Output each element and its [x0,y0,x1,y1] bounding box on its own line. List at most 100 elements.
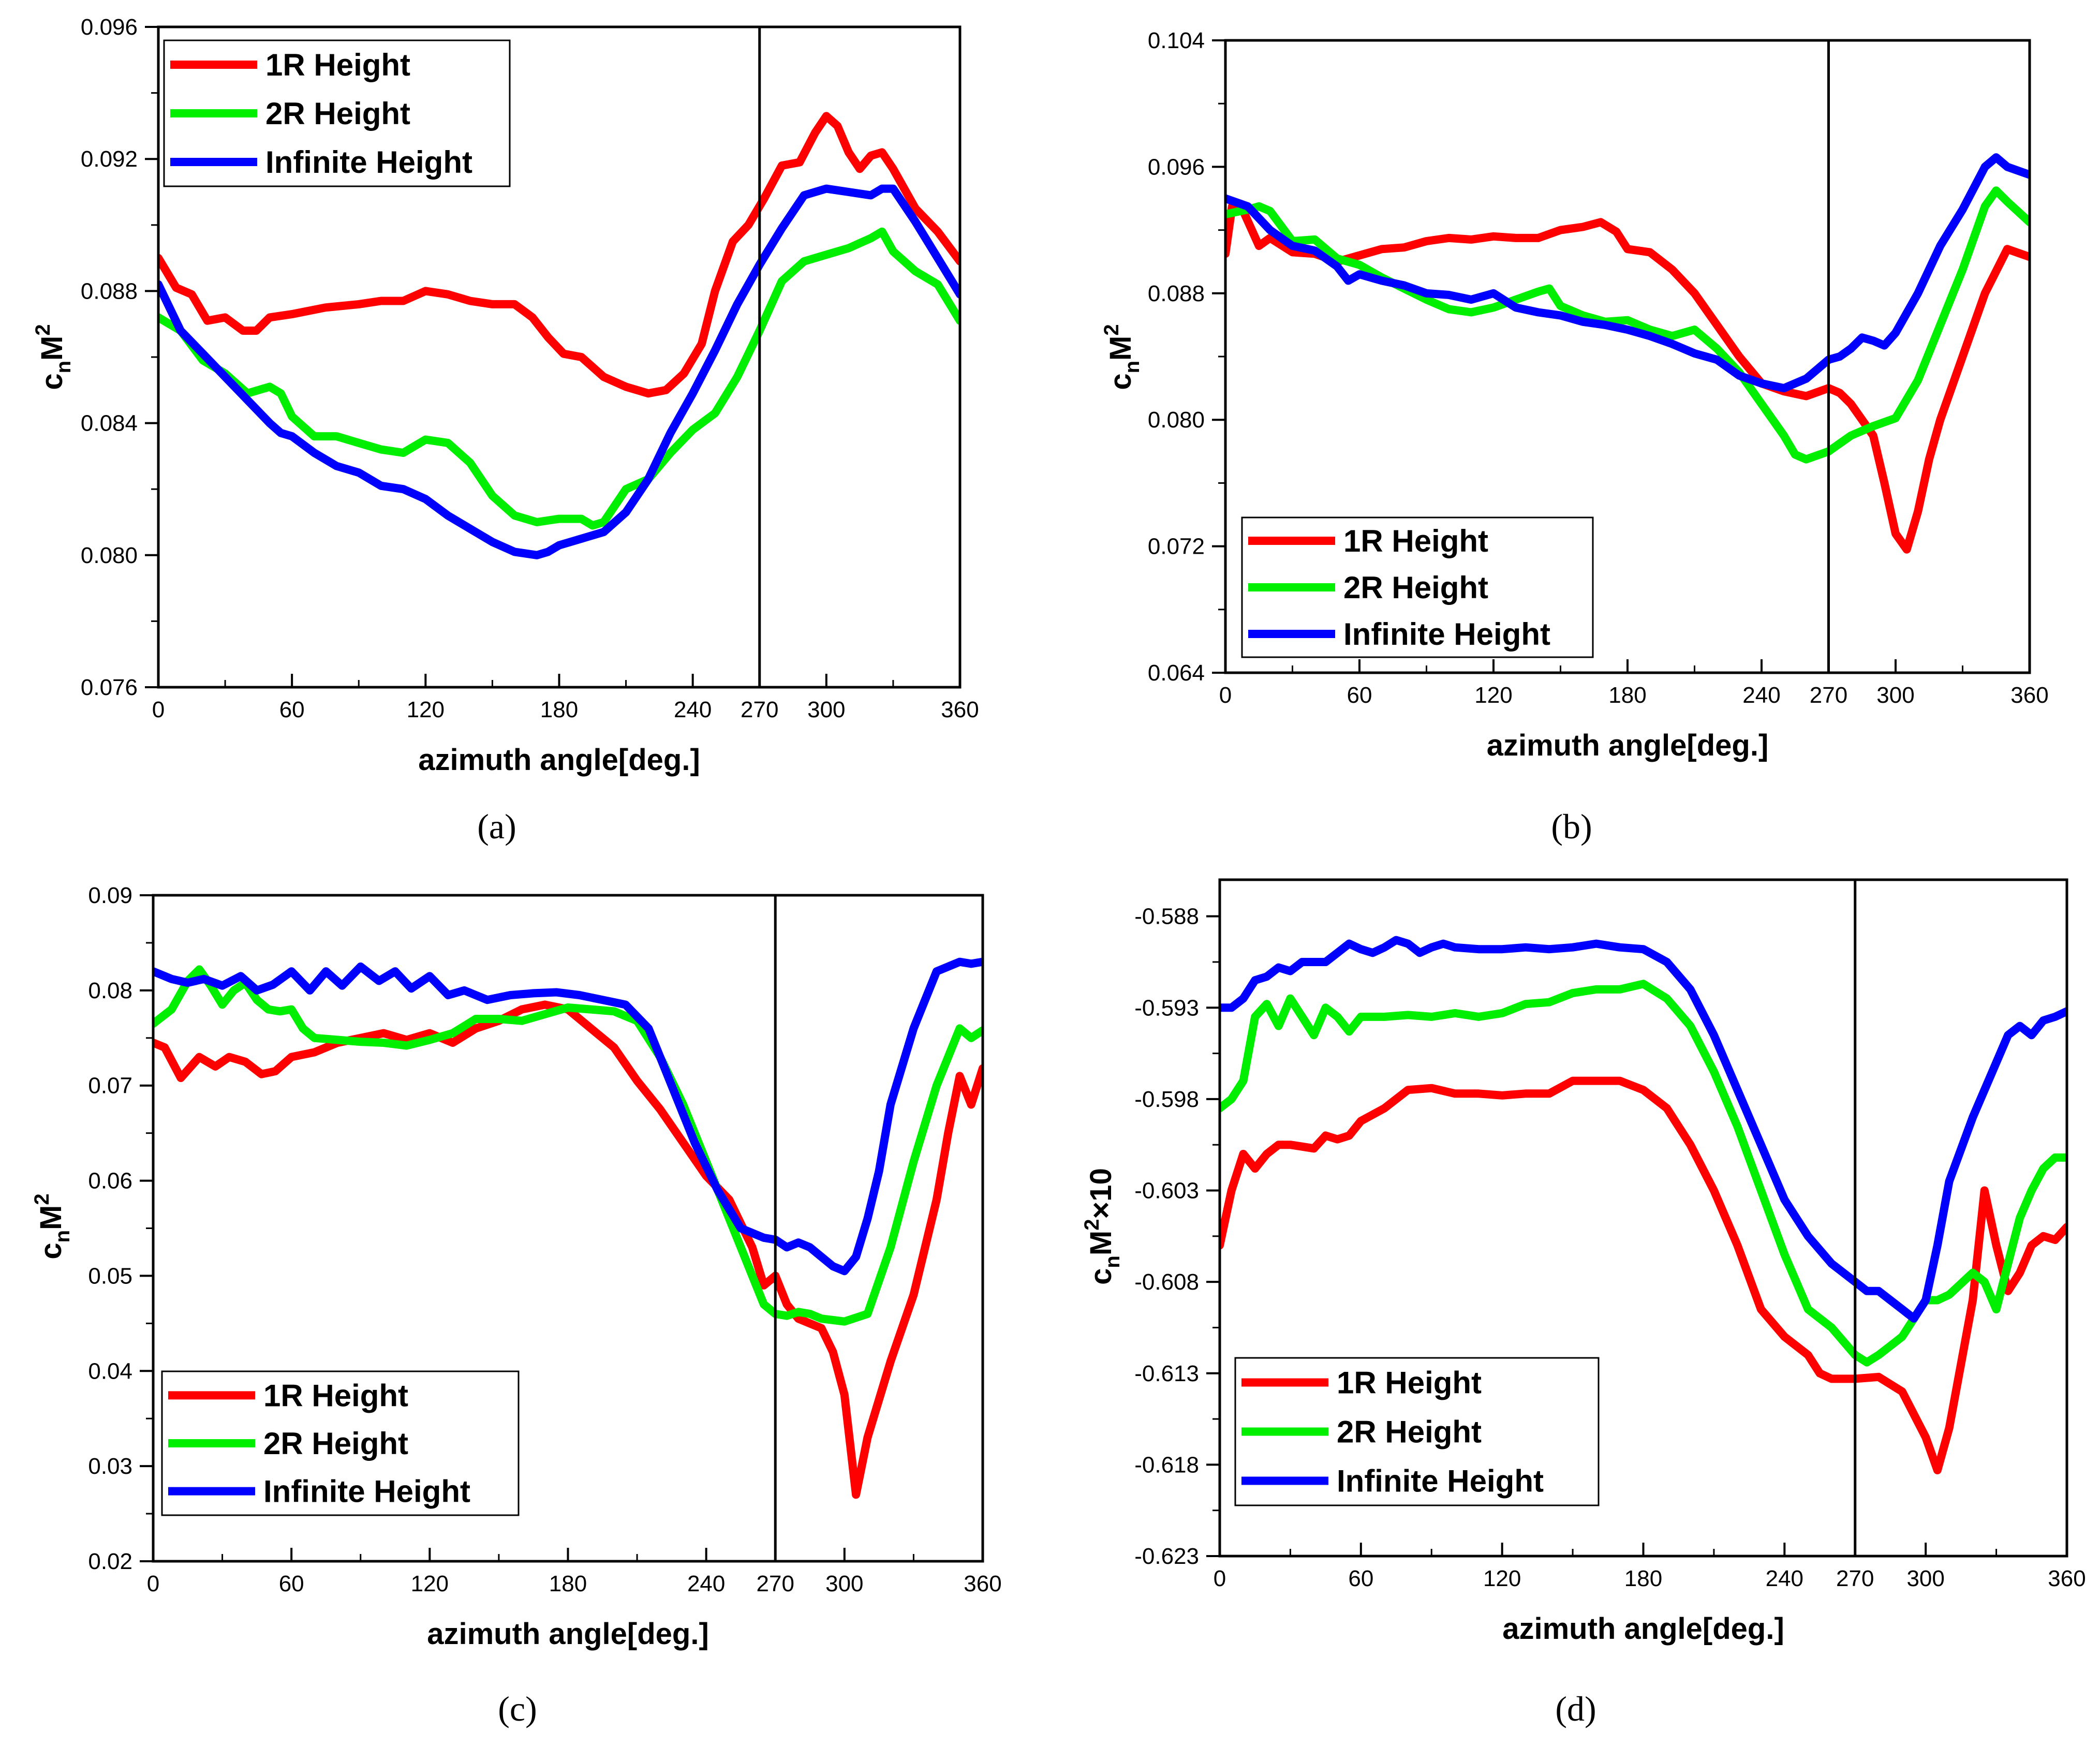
x-tick-label: 60 [1348,1566,1373,1591]
legend-label: Infinite Height [1343,617,1550,652]
legend-label: 1R Height [263,1378,408,1413]
x-tick-label: 270 [1836,1566,1874,1591]
series-line-1r-height [158,112,960,398]
x-tick-label: 240 [1742,683,1780,708]
plot-frame [152,894,984,1563]
x-tick-label: 120 [407,697,445,722]
y-tick-label: -0.623 [1134,1544,1199,1569]
series-line-infinite-height [153,957,983,1276]
plot-frame [157,25,962,689]
y-tick-label: 0.080 [1148,407,1205,433]
series-line-infinite-height [158,184,960,559]
y-tick-label: 0.096 [81,14,138,40]
y-tick-label: -0.613 [1134,1361,1199,1386]
legend-label: 1R Height [1343,524,1488,558]
series-line-infinite-height [1220,936,2067,1323]
x-tick-label: 120 [1483,1566,1521,1591]
y-tick-label: 0.08 [88,978,132,1003]
y-tick-label: 0.092 [81,146,138,172]
y-tick-label: 0.04 [88,1358,132,1384]
x-tick-label: 360 [941,697,979,722]
plot-frame [1218,878,2068,1558]
x-tick-label: 180 [1624,1566,1662,1591]
legend-label: 2R Height [265,96,410,131]
panel-caption: (d) [1555,1689,1596,1728]
y-axis-title-part: 2 [31,1193,53,1205]
x-tick-label: 180 [1608,683,1646,708]
x-tick-label: 360 [2048,1566,2086,1591]
legend-label: 2R Height [1337,1415,1482,1449]
y-tick-label: 0.064 [1148,660,1205,686]
legend-label: 1R Height [265,48,410,82]
series-line-1r-height [153,1000,983,1499]
legend: 1R Height 2R Height Infinite Height [161,1370,520,1516]
legend-label: Infinite Height [263,1474,470,1509]
legend-label: Infinite Height [1337,1464,1544,1499]
x-tick-label: 0 [147,1571,159,1596]
y-tick-label: -0.588 [1134,904,1199,929]
y-tick-label: 0.072 [1148,534,1205,559]
chart-panel-a: 0 60 120 180 240 270 300 360 0.076 0.080 0.084 0.08… [32,14,979,846]
y-axis-title: cnM2 [31,1193,74,1259]
y-axis-title-part: M [35,336,69,361]
y-tick-label: -0.603 [1134,1178,1199,1204]
x-tick-label: 300 [807,697,845,722]
x-tick-label: 0 [1214,1566,1226,1591]
y-tick-label: 0.07 [88,1073,132,1099]
series-line-2r-height [1220,980,2067,1367]
y-tick-label: -0.598 [1134,1087,1199,1112]
y-axis-title-part: n [52,361,75,373]
x-tick-label: 300 [825,1571,863,1596]
y-axis-title: cnM2 [1100,324,1144,390]
y-axis-title-part: ×10 [1084,1168,1118,1219]
x-tick-label: 300 [1876,683,1914,708]
y-tick-label: 0.088 [1148,281,1205,306]
chart-panel-c: 0 60 120 180 240 270 300 360 0.02 0.03 0.04 0.05 0.0… [31,883,1002,1728]
y-axis-title-part: M [1084,1231,1118,1255]
x-tick-label: 300 [1906,1566,1944,1591]
y-axis-title-part: n [51,1230,74,1242]
y-axis-title-part: 2 [32,324,54,335]
x-tick-label: 60 [279,697,305,722]
y-tick-label: 0.03 [88,1454,132,1479]
y-tick-label: 0.088 [81,278,138,304]
series-line-2r-height [1225,186,2030,464]
x-tick-label: 120 [411,1571,449,1596]
y-tick-label: 0.104 [1148,28,1205,53]
y-tick-label: -0.618 [1134,1452,1199,1477]
x-tick-label: 240 [1766,1566,1803,1591]
y-tick-label: -0.608 [1134,1269,1199,1295]
x-tick-label: 0 [1219,683,1232,708]
x-tick-label: 270 [757,1571,794,1596]
x-tick-label: 270 [1810,683,1847,708]
series-line-2r-height [158,227,960,530]
plot-frame [1224,39,2031,674]
x-tick-label: 270 [741,697,778,722]
chart-panel-b: 0 60 120 180 240 270 300 360 0.064 0.072 0.080 0.08… [1100,28,2049,846]
chart-panel-d: 0 60 120 180 240 270 300 360 -0.623 -0.618 -0.613 -… [1081,878,2086,1728]
y-tick-label: 0.02 [88,1549,132,1574]
legend: 1R Height 2R Height Infinite Height [1241,516,1594,658]
series-line-1r-height [1220,1076,2067,1474]
x-tick-label: 360 [964,1571,1001,1596]
y-tick-label: 0.084 [81,411,138,436]
y-tick-label: 0.080 [81,543,138,568]
legend-label: Infinite Height [265,145,472,180]
x-axis-title: azimuth angle[deg.] [427,1617,709,1651]
y-tick-label: 0.09 [88,883,132,908]
y-tick-label: 0.096 [1148,154,1205,180]
x-tick-label: 360 [2010,683,2048,708]
x-tick-label: 0 [152,697,165,722]
panel-caption: (c) [498,1689,537,1728]
x-axis-title: azimuth angle[deg.] [1502,1612,1784,1646]
y-tick-label: 0.06 [88,1168,132,1194]
y-axis-title-part: M [1104,336,1137,361]
y-axis-title-part: 2 [1081,1219,1103,1231]
y-axis-title: cnM2×10 [1081,1168,1124,1285]
y-axis-title-part: 2 [1100,324,1123,335]
legend-label: 2R Height [263,1426,408,1461]
x-axis-title: azimuth angle[deg.] [418,743,700,777]
x-tick-label: 240 [674,697,712,722]
x-tick-label: 180 [540,697,578,722]
